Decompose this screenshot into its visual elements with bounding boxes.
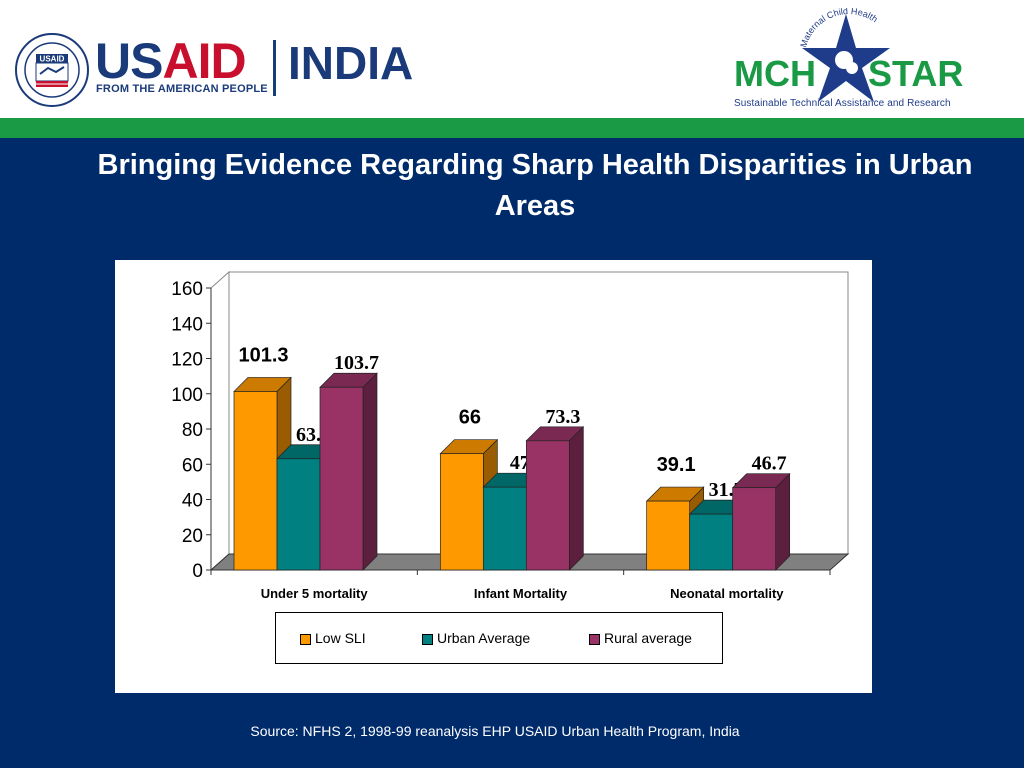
y-tick-label: 60 (182, 455, 203, 476)
bar-urban-average (689, 513, 734, 571)
data-label-low-sli: 66 (459, 407, 481, 429)
y-tick-label: 20 (182, 526, 203, 547)
usaid-seal-text: USAID (40, 55, 65, 64)
bar-side-rural-average (362, 372, 378, 571)
data-label-rural-average: 103.7 (334, 352, 379, 374)
y-tick-label: 140 (171, 314, 203, 335)
usaid-divider (273, 40, 276, 96)
legend-label-low-sli: Low SLI (315, 630, 366, 646)
bar-rural-average (525, 440, 570, 571)
usaid-country: INDIA (288, 37, 414, 89)
data-label-rural-average: 73.3 (545, 406, 580, 428)
y-tick-label: 100 (171, 385, 203, 406)
bar-urban-average (276, 458, 321, 571)
legend-label-rural-average: Rural average (604, 630, 692, 646)
data-label-urban-average: 47 (510, 452, 530, 474)
bar-side-rural-average (568, 425, 584, 571)
x-tick-label: Neonatal mortality (670, 586, 784, 601)
legend-label-urban-average: Urban Average (437, 630, 531, 646)
bar-rural-average (319, 386, 364, 571)
usaid-wordmark: USAID (95, 33, 247, 89)
header-band: USAID USAID INDIA FROM THE AMERICAN PEOP… (0, 0, 1024, 118)
legend-item-low-sli: Low SLI (300, 630, 366, 646)
chart-legend: Low SLI Urban Average Rural average (275, 612, 723, 664)
slide-title: Bringing Evidence Regarding Sharp Health… (97, 149, 973, 222)
mch-star-logo: Maternal Child Health MCH STAR (734, 8, 963, 102)
mch-star-tagline: Sustainable Technical Assistance and Res… (734, 98, 951, 109)
source-note: Source: NFHS 2, 1998-99 reanalysis EHP U… (250, 723, 740, 739)
legend-swatch-rural-average (589, 633, 600, 645)
usaid-tagline: FROM THE AMERICAN PEOPLE (96, 83, 268, 95)
bar-urban-average (482, 486, 527, 571)
legend-swatch-urban-average (422, 633, 433, 645)
legend-item-urban-average: Urban Average (422, 630, 530, 646)
green-band (0, 118, 1024, 138)
bar-low-sli (233, 391, 278, 571)
y-tick-label: 80 (182, 420, 203, 441)
usaid-seal-icon: USAID (15, 33, 89, 107)
chart-panel: 0 20 40 60 80 100 120 140 160 101.3 63.1 103.7 Under… (115, 260, 872, 693)
bar-chart: 020406080100120140160101.363.1103.7Under… (171, 270, 850, 601)
legend-item-rural-average: Rural average (589, 630, 692, 646)
x-tick-label: Infant Mortality (474, 586, 568, 601)
star-brand-text: STAR (868, 53, 963, 94)
y-tick-label: 160 (171, 279, 203, 300)
bar-side-rural-average (775, 472, 791, 571)
bar-low-sli (646, 500, 691, 571)
data-label-low-sli: 39.1 (657, 454, 696, 476)
bar-rural-average (732, 487, 777, 571)
mch-brand-text: MCH (734, 53, 816, 94)
legend-swatch-low-sli (300, 633, 311, 645)
side-wall (210, 270, 230, 572)
y-tick-label: 40 (182, 491, 203, 512)
data-label-low-sli: 101.3 (238, 344, 288, 366)
y-tick-label: 0 (192, 561, 203, 582)
y-tick-label: 120 (171, 350, 203, 371)
bar-low-sli (439, 453, 484, 571)
data-label-rural-average: 46.7 (752, 453, 787, 475)
x-tick-label: Under 5 mortality (261, 586, 369, 601)
